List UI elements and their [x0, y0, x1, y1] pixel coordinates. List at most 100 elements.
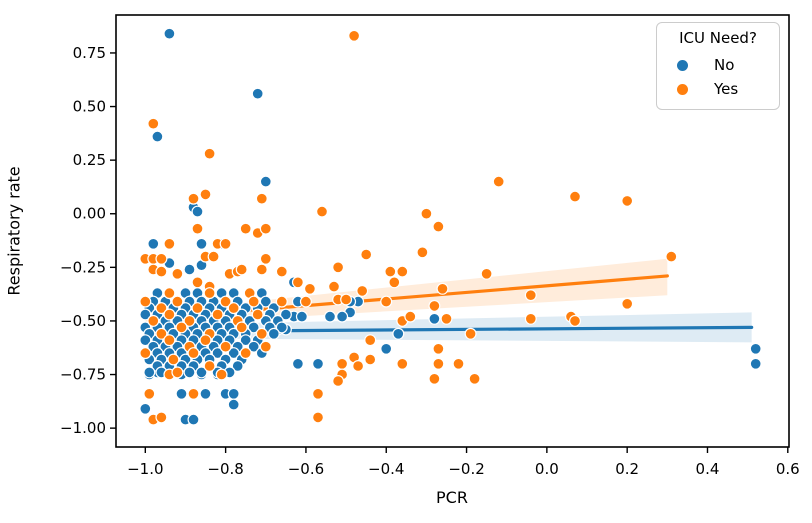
data-point-no	[183, 263, 196, 276]
data-point-yes	[524, 289, 537, 302]
y-tick-label: 0.00	[73, 205, 106, 223]
data-point-yes	[316, 205, 329, 218]
data-point-yes	[211, 308, 224, 321]
data-point-no	[195, 237, 208, 250]
data-point-no	[312, 357, 325, 370]
data-point-yes	[199, 188, 212, 201]
data-point-yes	[171, 295, 184, 308]
data-point-yes	[352, 360, 365, 373]
data-point-yes	[171, 267, 184, 280]
data-point-no	[275, 321, 288, 334]
data-point-yes	[139, 295, 152, 308]
data-point-yes	[468, 372, 481, 385]
data-point-yes	[239, 222, 252, 235]
data-point-no	[239, 334, 252, 347]
data-point-yes	[219, 237, 232, 250]
data-point-yes	[187, 192, 200, 205]
data-point-yes	[568, 190, 581, 203]
data-point-yes	[207, 250, 220, 263]
data-point-yes	[492, 175, 505, 188]
data-point-yes	[332, 375, 345, 388]
data-point-yes	[665, 250, 678, 263]
data-point-yes	[428, 299, 441, 312]
data-point-no	[428, 312, 441, 325]
data-point-yes	[428, 372, 441, 385]
data-point-yes	[396, 265, 409, 278]
x-tick-label: 0.0	[535, 460, 559, 478]
data-point-no	[139, 402, 152, 415]
data-point-no	[163, 27, 176, 40]
data-point-yes	[420, 207, 433, 220]
data-point-yes	[568, 314, 581, 327]
data-point-no	[247, 321, 260, 334]
x-tick-label: −1.0	[127, 460, 163, 478]
data-point-no	[183, 366, 196, 379]
data-point-no	[259, 175, 272, 188]
data-point-no	[295, 310, 308, 323]
data-point-yes	[255, 192, 268, 205]
y-tick-label: −1.00	[60, 419, 106, 437]
data-point-no	[199, 387, 212, 400]
data-point-no	[139, 308, 152, 321]
data-point-yes	[303, 282, 316, 295]
confidence-band-no	[145, 312, 752, 343]
data-point-no	[227, 347, 240, 360]
y-tick-label: 0.50	[73, 98, 106, 116]
data-point-yes	[219, 340, 232, 353]
data-point-yes	[348, 29, 361, 42]
data-point-yes	[155, 327, 168, 340]
data-point-yes	[275, 295, 288, 308]
data-point-no	[392, 327, 405, 340]
data-point-yes	[336, 357, 349, 370]
yes-marker-icon	[677, 83, 688, 95]
data-point-yes	[255, 327, 268, 340]
data-point-yes	[621, 194, 634, 207]
data-point-yes	[404, 310, 417, 323]
data-point-no	[191, 205, 204, 218]
axes-spines	[115, 14, 790, 448]
legend-title: ICU Need?	[679, 29, 757, 47]
y-tick-label: −0.50	[60, 312, 106, 330]
data-point-no	[139, 334, 152, 347]
y-tick-label: −0.75	[60, 366, 106, 384]
data-point-yes	[175, 321, 188, 334]
legend-item-yes-label: Yes	[714, 80, 739, 98]
data-point-yes	[147, 117, 160, 130]
x-tick-label: 0.6	[776, 460, 800, 478]
data-point-yes	[203, 360, 216, 373]
data-point-no	[291, 357, 304, 370]
data-point-yes	[416, 246, 429, 259]
data-point-no	[187, 413, 200, 426]
legend-item-yes: Yes	[663, 77, 773, 101]
x-tick-label: −0.2	[448, 460, 484, 478]
data-point-yes	[203, 287, 216, 300]
data-point-yes	[187, 347, 200, 360]
data-point-no	[749, 342, 762, 355]
data-point-no	[227, 387, 240, 400]
data-point-yes	[187, 387, 200, 400]
data-point-yes	[143, 387, 156, 400]
data-point-yes	[171, 366, 184, 379]
y-tick-label: 0.25	[73, 151, 106, 169]
data-point-no	[279, 308, 292, 321]
data-point-no	[251, 87, 264, 100]
data-point-yes	[332, 261, 345, 274]
data-point-no	[143, 366, 156, 379]
data-point-no	[247, 340, 260, 353]
data-point-no	[147, 237, 160, 250]
data-point-no	[151, 130, 164, 143]
y-tick-label: 0.75	[73, 44, 106, 62]
data-point-yes	[227, 302, 240, 315]
data-point-yes	[139, 347, 152, 360]
data-point-yes	[215, 368, 228, 381]
data-point-yes	[163, 237, 176, 250]
x-tick-label: −0.6	[288, 460, 324, 478]
legend-item-no-label: No	[714, 56, 735, 74]
data-point-yes	[155, 252, 168, 265]
x-tick-label: −0.8	[207, 460, 243, 478]
data-point-yes	[388, 276, 401, 289]
data-point-yes	[360, 248, 373, 261]
data-point-no	[267, 327, 280, 340]
